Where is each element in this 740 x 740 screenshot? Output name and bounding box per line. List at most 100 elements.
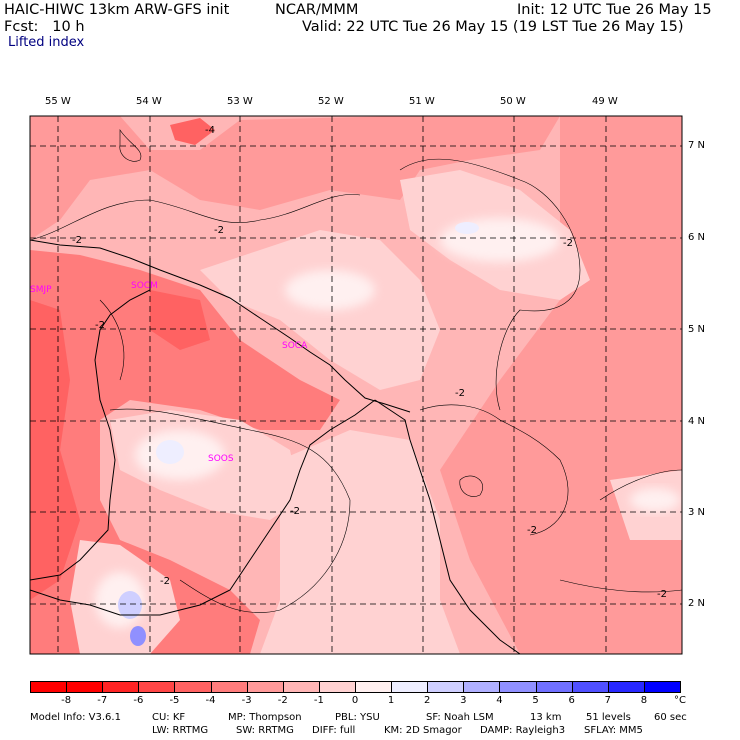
colorbar-segment — [463, 681, 501, 693]
shade-plus4-southwest — [130, 626, 146, 646]
contour-label: -2 — [455, 388, 465, 399]
colorbar-segment — [282, 681, 320, 693]
map-frame — [29, 115, 683, 655]
colorbar-segment — [643, 681, 681, 693]
contour-lines — [30, 129, 682, 613]
org-label: NCAR/MMM — [275, 2, 359, 18]
lon-label: 55 W — [45, 96, 71, 107]
shade-minus1-center — [200, 230, 440, 390]
colorbar-label: 3 — [460, 695, 467, 706]
colorbar-segment — [210, 681, 248, 693]
colorbar-label: -4 — [205, 695, 216, 706]
forecast-hour: Fcst: 10 h — [4, 19, 85, 35]
colorbar-segment — [355, 681, 393, 693]
colorbar-segment — [535, 681, 573, 693]
colorbar-segment — [607, 681, 645, 693]
colorbar-label: -3 — [241, 695, 252, 706]
shade-minus3-east — [440, 116, 682, 654]
colorbar-label: 2 — [424, 695, 431, 706]
lat-label: 2 N — [688, 598, 706, 609]
coastline — [30, 239, 411, 413]
footer-diff: DIFF: full — [312, 725, 356, 736]
colorbar-label: 4 — [496, 695, 503, 706]
footer-res: 13 km — [530, 712, 562, 723]
colorbar-label: 6 — [568, 695, 575, 706]
colorbar-label: 7 — [604, 695, 611, 706]
contour-label: -2 — [290, 506, 300, 517]
station-label: SOCM — [131, 281, 158, 291]
lat-label: 7 N — [688, 140, 706, 151]
footer-lw: LW: RRTMG — [152, 725, 209, 736]
colorbar-segment — [66, 681, 104, 693]
footer-sw: SW: RRTMG — [236, 725, 294, 736]
lat-label: 4 N — [688, 416, 706, 427]
contour-label: -2 — [72, 235, 82, 246]
footer-sflay: SFLAY: MM5 — [584, 725, 643, 736]
colorbar-label: -7 — [97, 695, 108, 706]
shade-plus1-sods — [156, 440, 184, 464]
shade-minus5-west — [30, 300, 80, 600]
colorbar-segment — [427, 681, 465, 693]
footer-damp: DAMP: Rayleigh3 — [480, 725, 566, 736]
lat-label: 3 N — [688, 507, 706, 518]
colorbar-label: -6 — [133, 695, 144, 706]
colorbar-segment — [174, 681, 212, 693]
colorbar-label: 1 — [387, 695, 395, 706]
init-time: Init: 12 UTC Tue 26 May 15 — [517, 2, 712, 18]
colorbar-label: -5 — [169, 695, 180, 706]
shade-minus5-north — [170, 118, 215, 145]
lon-label: 49 W — [592, 96, 618, 107]
shade-zero-east — [630, 488, 680, 512]
colorbar-label: -1 — [313, 695, 324, 706]
lat-lon-grid — [30, 116, 682, 654]
lon-label: 50 W — [500, 96, 526, 107]
station-label: SOOS — [208, 454, 234, 464]
station-label: SMJP — [30, 285, 52, 295]
lon-label: 54 W — [136, 96, 162, 107]
lat-label: 6 N — [688, 232, 706, 243]
footer-km: KM: 2D Smagor — [384, 725, 462, 736]
footer-levels: 51 levels — [586, 712, 631, 723]
colorbar-segment — [246, 681, 284, 693]
contour-label: -2 — [214, 225, 224, 236]
shade-minus1-south — [260, 430, 460, 654]
contour-label: -2 — [527, 525, 537, 536]
contour-label: -2 — [657, 589, 667, 600]
colorbar-label: -2 — [277, 695, 288, 706]
model-title: HAIC-HIWC 13km ARW-GFS init — [4, 2, 230, 18]
contour-label: -2 — [160, 576, 170, 587]
colorbar-segment — [138, 681, 176, 693]
colorbar-label: 5 — [532, 695, 539, 706]
contour-label: -2 — [95, 320, 105, 331]
colorbar-segment — [391, 681, 429, 693]
lon-label: 52 W — [318, 96, 344, 107]
colorbar-segment — [318, 681, 356, 693]
shade-minus5-center — [150, 290, 210, 350]
contour-label: -4 — [205, 125, 215, 136]
lon-label: 51 W — [409, 96, 435, 107]
colorbar-label: -8 — [61, 695, 72, 706]
footer-pbl: PBL: YSU — [335, 712, 380, 723]
footer-model-info: Model Info: V3.6.1 — [30, 712, 121, 723]
colorbar-segment — [571, 681, 609, 693]
footer-mp: MP: Thompson — [228, 712, 302, 723]
field-name: Lifted index — [8, 35, 85, 50]
shade-zero-center — [285, 270, 375, 310]
contour-label: -2 — [563, 238, 573, 249]
country-borders — [30, 258, 521, 654]
colorbar-segment — [499, 681, 537, 693]
colorbar-segment — [102, 681, 140, 693]
valid-time: Valid: 22 UTC Tue 26 May 15 (19 LST Tue … — [302, 19, 684, 35]
colorbar-unit: °C — [674, 695, 686, 706]
footer-cu: CU: KF — [152, 712, 186, 723]
colorbar-label: 8 — [640, 695, 648, 706]
shade-plus1-northeast — [455, 222, 479, 234]
colorbar-segment — [30, 681, 68, 693]
footer-sf: SF: Noah LSM — [426, 712, 494, 723]
footer-timestep: 60 sec — [654, 712, 687, 723]
lon-label: 53 W — [227, 96, 253, 107]
shade-minus3-north — [30, 116, 560, 240]
colorbar-label: 0 — [351, 695, 359, 706]
station-label: SOCA — [282, 341, 308, 351]
